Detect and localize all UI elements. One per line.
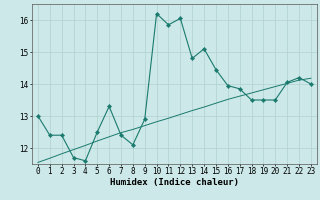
X-axis label: Humidex (Indice chaleur): Humidex (Indice chaleur) bbox=[110, 178, 239, 187]
